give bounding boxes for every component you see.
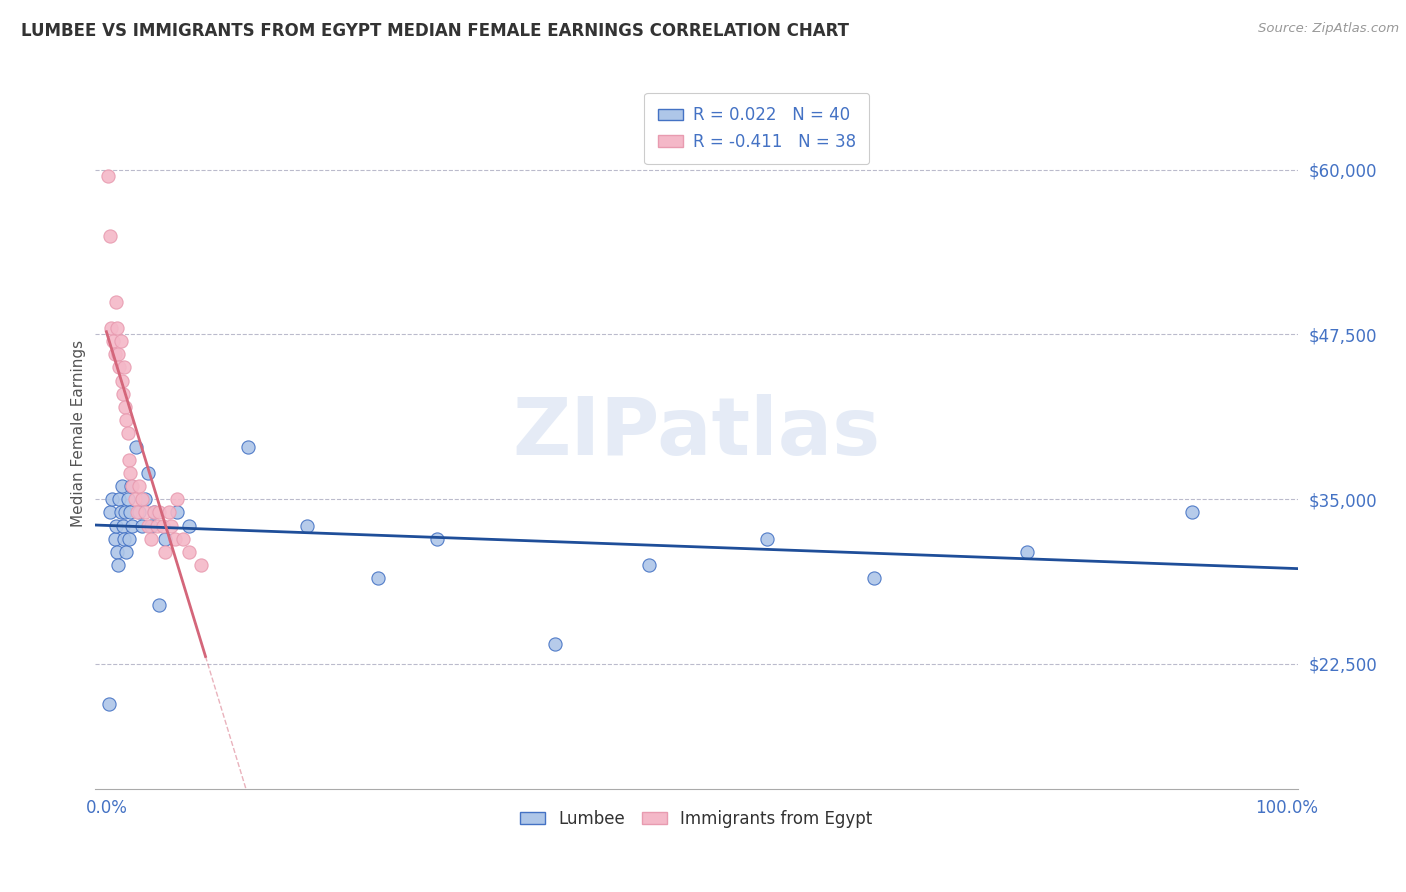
Point (146, 518, 169, 533)
Point (118, 532, 141, 546)
Point (131, 518, 153, 533)
Point (114, 400, 136, 414)
Point (131, 492, 153, 507)
Point (160, 518, 183, 533)
Point (112, 532, 135, 546)
Point (97, 697, 120, 711)
Point (163, 532, 186, 546)
Point (638, 558, 661, 573)
Point (426, 532, 449, 546)
Legend: Lumbee, Immigrants from Egypt: Lumbee, Immigrants from Egypt (513, 803, 879, 834)
Point (114, 505, 136, 519)
Point (121, 518, 143, 533)
Point (862, 571, 884, 585)
Point (177, 518, 200, 533)
Point (107, 347, 129, 361)
Point (125, 505, 148, 519)
Point (142, 505, 165, 519)
Point (118, 466, 141, 480)
Point (101, 492, 124, 507)
Point (166, 492, 188, 507)
Point (115, 545, 138, 559)
Point (544, 637, 567, 651)
Point (103, 334, 125, 348)
Point (118, 505, 141, 519)
Point (111, 386, 134, 401)
Point (157, 505, 180, 519)
Point (172, 532, 194, 546)
Point (98, 228, 121, 243)
Point (155, 532, 177, 546)
Text: ZIPatlas: ZIPatlas (512, 394, 880, 473)
Point (105, 321, 128, 335)
Point (98, 505, 121, 519)
Point (177, 545, 200, 559)
Point (136, 466, 159, 480)
Point (120, 479, 142, 493)
Point (190, 558, 212, 573)
Point (128, 479, 150, 493)
Text: LUMBEE VS IMMIGRANTS FROM EGYPT MEDIAN FEMALE EARNINGS CORRELATION CHART: LUMBEE VS IMMIGRANTS FROM EGYPT MEDIAN F… (21, 22, 849, 40)
Y-axis label: Median Female Earnings: Median Female Earnings (72, 340, 86, 527)
Point (108, 492, 131, 507)
Point (110, 334, 132, 348)
Point (236, 440, 259, 454)
Point (111, 518, 134, 533)
Point (141, 518, 163, 533)
Point (118, 452, 141, 467)
Point (166, 505, 188, 519)
Point (155, 545, 177, 559)
Point (136, 518, 159, 533)
Point (111, 374, 134, 388)
Point (115, 413, 138, 427)
Point (104, 518, 127, 533)
Point (104, 347, 127, 361)
Point (152, 518, 174, 533)
Point (105, 545, 128, 559)
Point (117, 426, 139, 441)
Point (148, 598, 170, 612)
Point (104, 294, 127, 309)
Point (148, 505, 170, 519)
Point (1181, 505, 1204, 519)
Point (124, 492, 146, 507)
Point (104, 532, 127, 546)
Point (141, 532, 163, 546)
Point (295, 518, 318, 533)
Point (111, 479, 134, 493)
Point (142, 505, 165, 519)
Point (125, 440, 148, 454)
Point (134, 505, 156, 519)
Point (108, 360, 131, 375)
Point (117, 492, 139, 507)
Text: Source: ZipAtlas.com: Source: ZipAtlas.com (1258, 22, 1399, 36)
Point (107, 558, 129, 573)
Point (96, 169, 118, 184)
Point (1015, 545, 1038, 559)
Point (112, 360, 135, 375)
Point (100, 321, 122, 335)
Point (756, 532, 779, 546)
Point (110, 505, 132, 519)
Point (128, 505, 150, 519)
Point (134, 492, 156, 507)
Point (367, 571, 389, 585)
Point (121, 479, 143, 493)
